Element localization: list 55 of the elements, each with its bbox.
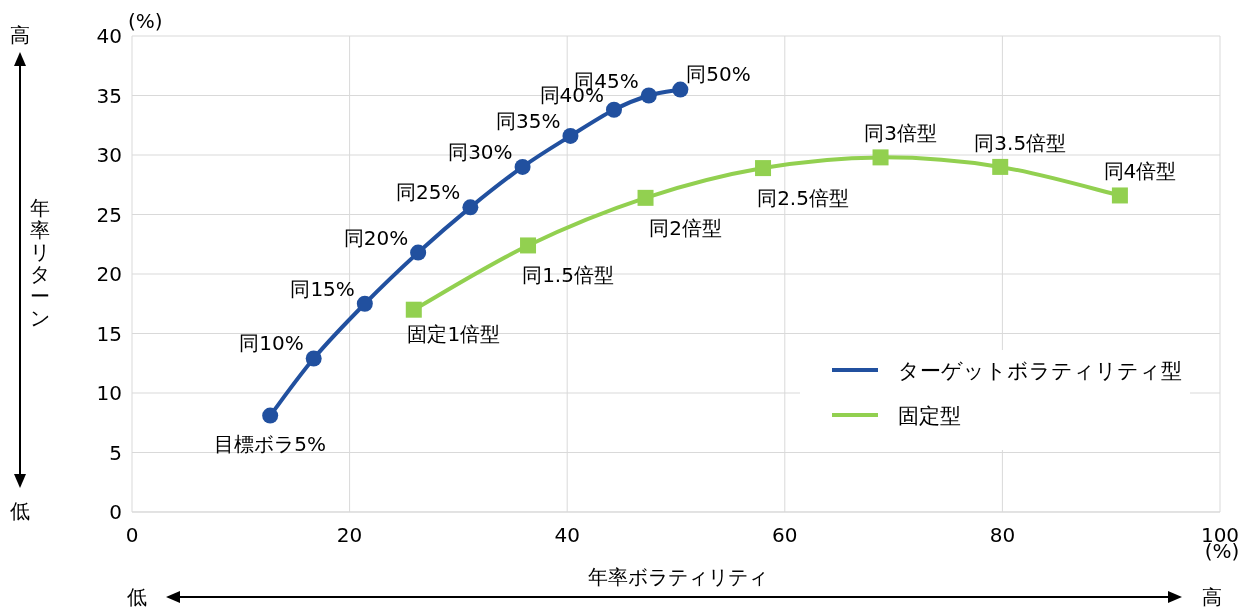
y-tick-label: 30 (96, 143, 122, 167)
legend-label: 固定型 (898, 404, 961, 428)
point (1111, 187, 1128, 204)
annotation: 固定1倍型 (407, 321, 501, 346)
annotation: 同35% (496, 108, 561, 133)
point (992, 158, 1009, 175)
text: (%) (128, 9, 163, 33)
annotation: 同50% (686, 61, 751, 86)
annotation: 同2.5倍型 (757, 186, 849, 211)
text: 低 (10, 499, 30, 523)
annotation: 同25% (395, 180, 461, 205)
annotation: 同15% (290, 276, 355, 301)
point (872, 149, 889, 166)
annotation: 同10% (239, 331, 304, 356)
y-tick-label: 25 (96, 202, 122, 227)
point (637, 189, 654, 206)
annotation: 目標ボラ5% (214, 431, 327, 456)
y-tick-label: 5 (109, 440, 122, 465)
y-tick-label: 0 (109, 500, 122, 524)
x-tick-label: 80 (989, 523, 1016, 547)
x-tick-label: 20 (336, 523, 363, 547)
x-tick-label: 40 (554, 523, 580, 547)
point (640, 87, 657, 104)
point (514, 158, 531, 175)
text: 高 (1202, 585, 1222, 608)
point (562, 127, 579, 144)
point (305, 350, 322, 367)
point (356, 295, 373, 312)
y-tick-label: 15 (96, 321, 122, 346)
y-axis-title: 年率リターン (30, 196, 50, 330)
text: 高 (10, 23, 30, 47)
point (462, 199, 479, 216)
annotation: 同20% (343, 225, 409, 250)
annotation: 同3.5倍型 (974, 130, 1067, 155)
y-tick-label: 10 (96, 381, 122, 405)
x-axis-title: 年率ボラティリティ (588, 565, 768, 589)
point (410, 244, 427, 261)
annotation: 同2倍型 (649, 215, 722, 240)
y-tick-label: 40 (96, 24, 122, 48)
y-tick-label: 20 (96, 262, 122, 286)
annotation: 同30% (448, 139, 513, 164)
point (262, 407, 279, 424)
y-tick-label: 35 (96, 83, 122, 108)
legend-label: ターゲットボラティリティ型 (898, 359, 1182, 383)
point (520, 237, 537, 254)
x-tick-label: 60 (772, 523, 798, 547)
point (405, 301, 422, 318)
x-tick-label: 0 (125, 523, 139, 547)
annotation: 同3倍型 (864, 121, 937, 146)
point (672, 81, 689, 98)
text: 低 (127, 585, 147, 608)
point (605, 101, 622, 118)
annotation: 同1.5倍型 (522, 263, 614, 288)
annotation: 同4倍型 (1103, 159, 1177, 184)
point (755, 160, 772, 177)
